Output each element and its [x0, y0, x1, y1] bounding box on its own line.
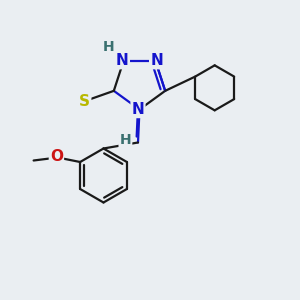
- Text: S: S: [79, 94, 90, 109]
- Text: N: N: [116, 53, 129, 68]
- Text: O: O: [50, 149, 63, 164]
- Text: H: H: [120, 133, 131, 146]
- Text: N: N: [132, 102, 144, 117]
- Text: N: N: [150, 53, 163, 68]
- Text: H: H: [103, 40, 114, 54]
